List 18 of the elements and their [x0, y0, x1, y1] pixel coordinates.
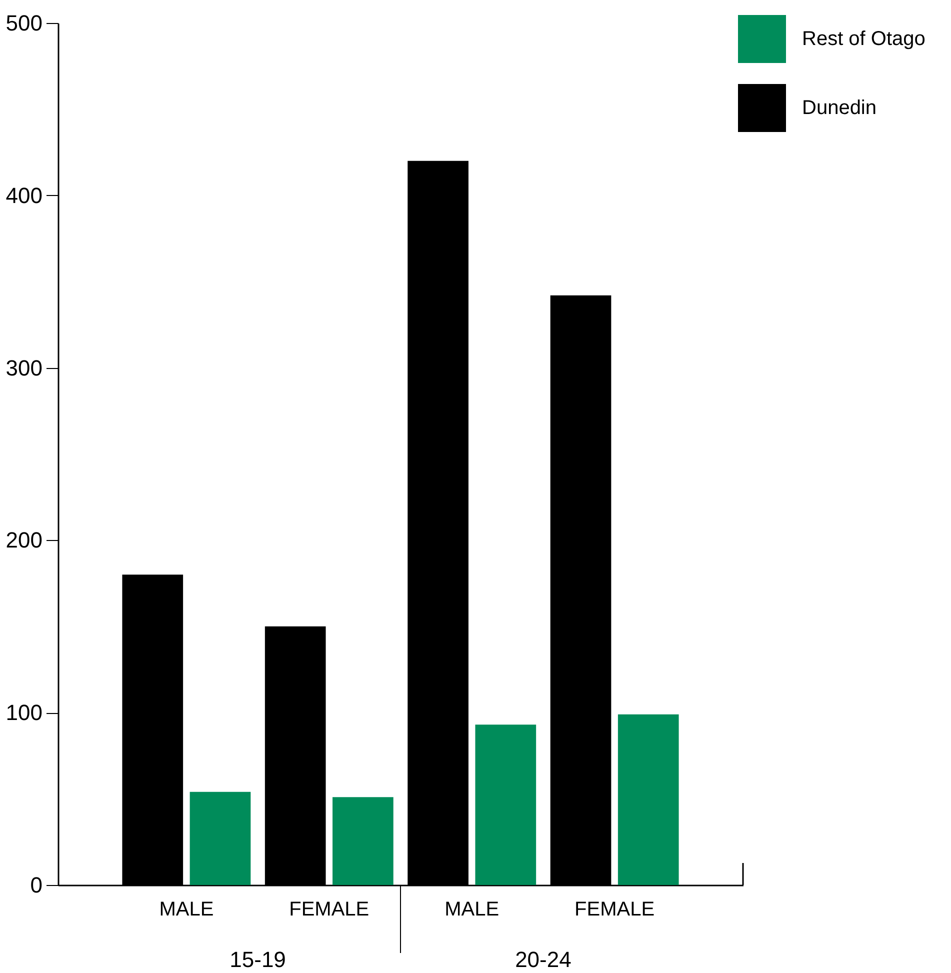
- x-tick-label: MALE: [159, 898, 214, 920]
- y-tick-label: 500: [6, 10, 42, 36]
- legend-label: Rest of Otago: [802, 28, 926, 50]
- bar: [618, 714, 679, 885]
- bar: [475, 724, 536, 885]
- bar: [190, 792, 251, 885]
- legend-label: Dunedin: [802, 97, 877, 119]
- y-tick-label: 400: [6, 182, 42, 208]
- bar: [332, 797, 394, 885]
- y-tick-label: 200: [6, 528, 42, 553]
- y-tick-label: 0: [30, 872, 42, 898]
- x-tick-label: FEMALE: [289, 898, 370, 920]
- x-tick-label: MALE: [444, 898, 500, 920]
- x-tick-label: FEMALE: [574, 898, 655, 920]
- y-tick-label: 100: [6, 700, 42, 726]
- y-tick-label: 300: [6, 355, 42, 380]
- text: 20-24: [515, 947, 572, 972]
- text: 15-19: [230, 947, 286, 972]
